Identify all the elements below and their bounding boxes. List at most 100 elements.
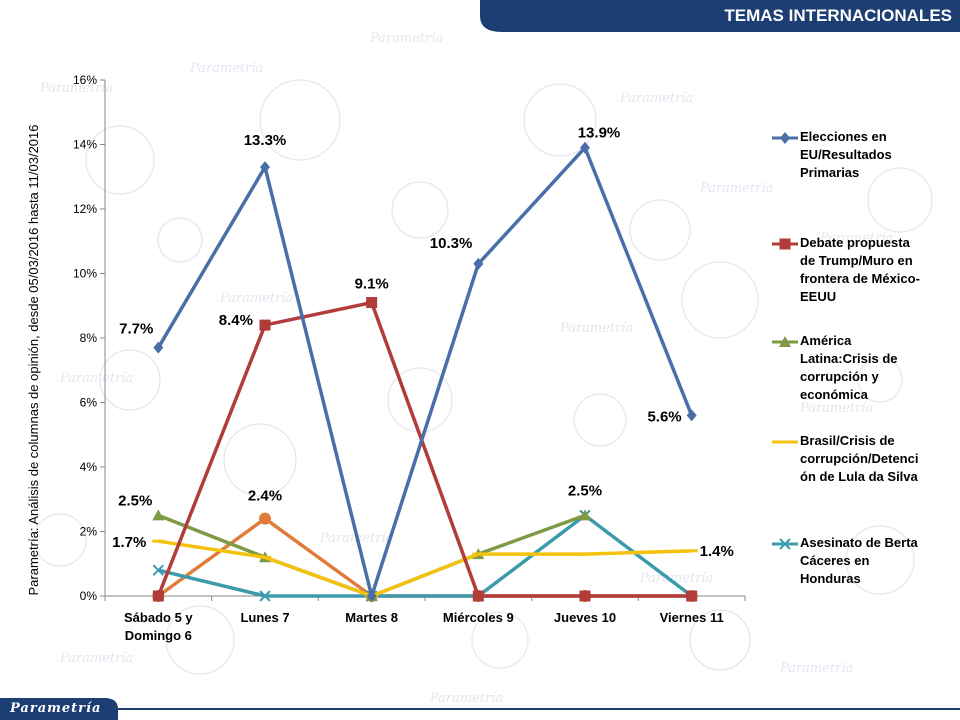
source-note: Parametría: Análisis de columnas de opin… xyxy=(26,125,41,596)
point-marker xyxy=(579,590,591,602)
legend-label-line: Elecciones en xyxy=(800,129,887,144)
data-label: 13.3% xyxy=(244,132,287,149)
point-marker xyxy=(779,440,791,444)
point-marker xyxy=(579,509,591,521)
legend-label-line: corrupción y xyxy=(800,369,879,384)
legend-label-line: ón de Lula da Silva xyxy=(800,469,918,484)
legend-label-line: económica xyxy=(800,387,868,402)
point-marker xyxy=(152,539,165,543)
point-marker xyxy=(579,552,591,556)
data-label: 2.4% xyxy=(248,488,282,505)
point-marker xyxy=(779,538,791,550)
svg-text:Parametría: Parametría xyxy=(369,31,443,46)
legend-label: América Latina:Crisis de corrupción y econó… xyxy=(800,332,960,404)
legend-label-line: Debate propuesta xyxy=(800,235,910,250)
point-marker xyxy=(779,336,791,347)
svg-text:Parametría: Parametría xyxy=(59,651,133,666)
svg-text:Parametría: Parametría xyxy=(429,691,503,706)
point-marker xyxy=(686,590,698,602)
legend-marker xyxy=(772,132,798,144)
legend-label-line: EU/Resultados xyxy=(800,147,892,162)
legend-label-line: Latina:Crisis de xyxy=(800,351,898,366)
legend-label-line: Cáceres en xyxy=(800,553,870,568)
data-label: 9.1% xyxy=(355,276,389,293)
legend-label-line: Brasil/Crisis de xyxy=(800,433,895,448)
y-tick-label: 12% xyxy=(73,202,97,216)
data-label: 1.4% xyxy=(700,543,734,560)
series-line xyxy=(156,145,694,598)
point-marker xyxy=(779,238,791,250)
y-tick-label: 14% xyxy=(73,138,97,152)
point-marker xyxy=(152,509,165,521)
series-0 xyxy=(153,141,697,602)
point-marker xyxy=(366,297,378,309)
legend-label: Debate propuesta de Trump/Muro en frontera… xyxy=(800,234,960,306)
data-label: 5.6% xyxy=(647,408,681,425)
point-marker xyxy=(259,555,271,559)
svg-text:Parametría: Parametría xyxy=(699,181,773,196)
legend-label-line: EEUU xyxy=(800,289,837,304)
svg-text:Parametría: Parametría xyxy=(799,401,873,416)
data-label: 13.9% xyxy=(578,125,621,142)
legend-label-line: Primarias xyxy=(800,165,860,180)
svg-text:Parametría: Parametría xyxy=(559,321,633,336)
series-line xyxy=(158,539,692,598)
svg-text:Parametría: Parametría xyxy=(189,61,263,76)
series-line xyxy=(157,516,692,598)
legend-label: Brasil/Crisis de corrupción/Detenci ón de … xyxy=(800,432,960,486)
point-marker xyxy=(153,341,164,354)
data-label: 7.7% xyxy=(119,321,153,338)
point-marker xyxy=(685,549,698,553)
page-title: TEMAS INTERNACIONALES xyxy=(724,6,952,25)
point-marker xyxy=(259,319,271,331)
svg-text:Parametría: Parametría xyxy=(779,661,853,676)
data-label: 2.5% xyxy=(568,482,602,499)
footer-logo: Parametría xyxy=(0,698,118,720)
point-marker xyxy=(686,409,697,422)
y-tick-label: 4% xyxy=(80,460,98,474)
data-label: 2.5% xyxy=(118,492,152,509)
point-marker xyxy=(580,141,590,154)
point-marker xyxy=(472,590,484,602)
svg-text:Parametría: Parametría xyxy=(59,371,133,386)
point-marker xyxy=(259,590,271,602)
x-tick-label: Jueves 10 xyxy=(554,610,616,625)
y-tick-label: 6% xyxy=(80,396,98,410)
point-marker xyxy=(152,564,165,576)
x-tick-label: Domingo 6 xyxy=(125,628,192,643)
svg-text:Parametría: Parametría xyxy=(39,81,113,96)
legend-label-line: corrupción/Detenci xyxy=(800,451,919,466)
y-tick-label: 2% xyxy=(80,525,98,539)
source-note-wrap: Parametría: Análisis de columnas de opin… xyxy=(26,125,41,596)
header-bar xyxy=(480,0,960,32)
point-marker xyxy=(473,257,484,270)
legend-marker xyxy=(772,440,798,444)
svg-text:Parametría: Parametría xyxy=(819,231,893,246)
footer-line xyxy=(118,708,960,710)
y-tick-label: 16% xyxy=(73,73,97,87)
series-4 xyxy=(152,509,698,602)
logo-text: Parametría xyxy=(10,701,102,716)
x-tick-label: Martes 8 xyxy=(345,610,398,625)
point-marker xyxy=(366,590,377,602)
legend-marker xyxy=(772,538,798,550)
y-tick-label: 0% xyxy=(80,589,98,603)
series-line xyxy=(156,300,692,598)
series-1 xyxy=(152,297,698,602)
y-tick-label: 10% xyxy=(73,267,97,281)
point-marker xyxy=(780,132,790,144)
data-label: 1.7% xyxy=(112,534,146,551)
svg-text:Parametría: Parametría xyxy=(219,291,293,306)
data-label: 10.3% xyxy=(430,235,473,252)
legend-label: Elecciones en EU/Resultados Primarias xyxy=(800,128,960,182)
legend-label: Asesinato de Berta Cáceres en Honduras xyxy=(800,534,960,588)
footer-logo-bg xyxy=(0,698,118,720)
x-tick-label: Lunes 7 xyxy=(240,610,289,625)
legend-label-line: Honduras xyxy=(800,571,861,586)
svg-text:Parametría: Parametría xyxy=(619,91,693,106)
x-tick-label: Miércoles 9 xyxy=(443,610,514,625)
legend-marker xyxy=(772,238,798,250)
y-tick-label: 8% xyxy=(80,331,98,345)
